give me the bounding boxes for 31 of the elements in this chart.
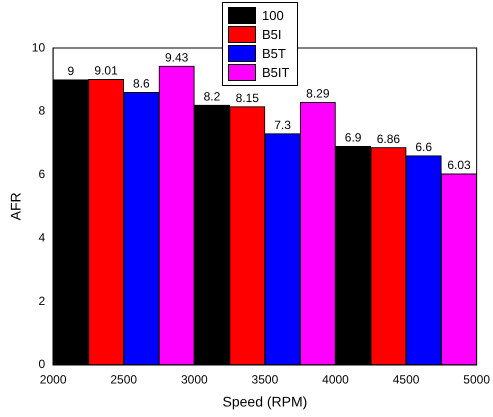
x-tick-label: 2500: [110, 372, 138, 386]
y-tick-label: 6: [38, 167, 46, 182]
x-tick-label: 5000: [463, 372, 490, 386]
data-label: 6.9: [344, 130, 362, 145]
y-tick-label: 10: [32, 40, 46, 54]
x-tick-label: 4000: [322, 372, 350, 386]
legend-label: B5I: [262, 27, 282, 42]
x-tick-label: 4500: [392, 372, 420, 386]
data-label: 8.29: [306, 86, 330, 100]
y-tick-label: 4: [38, 230, 46, 244]
legend-label: B5T: [262, 46, 286, 61]
data-label: 6.03: [447, 158, 472, 172]
x-axis-title: Speed (RPM): [222, 393, 308, 410]
x-tick-label: 3000: [180, 372, 208, 386]
y-axis-title: AFR: [7, 192, 24, 220]
data-label: 9.01: [94, 64, 118, 78]
y-tick-label: 8: [38, 104, 46, 118]
data-label: 9.43: [164, 50, 189, 64]
legend-label: B5IT: [262, 65, 290, 80]
data-label: 8.15: [236, 90, 260, 105]
y-tick-label: 0: [38, 357, 46, 372]
data-label: 7.3: [274, 118, 292, 132]
x-tick-label: 2000: [40, 372, 67, 386]
data-label: 9: [67, 64, 74, 78]
data-label: 8.6: [133, 76, 150, 91]
x-tick-label: 3500: [252, 372, 279, 386]
y-tick-label: 2: [38, 294, 46, 308]
data-label: 6.6: [415, 140, 432, 154]
legend-label: 100: [262, 8, 284, 23]
data-label: 6.86: [376, 132, 400, 146]
data-label: 8.2: [204, 89, 221, 104]
